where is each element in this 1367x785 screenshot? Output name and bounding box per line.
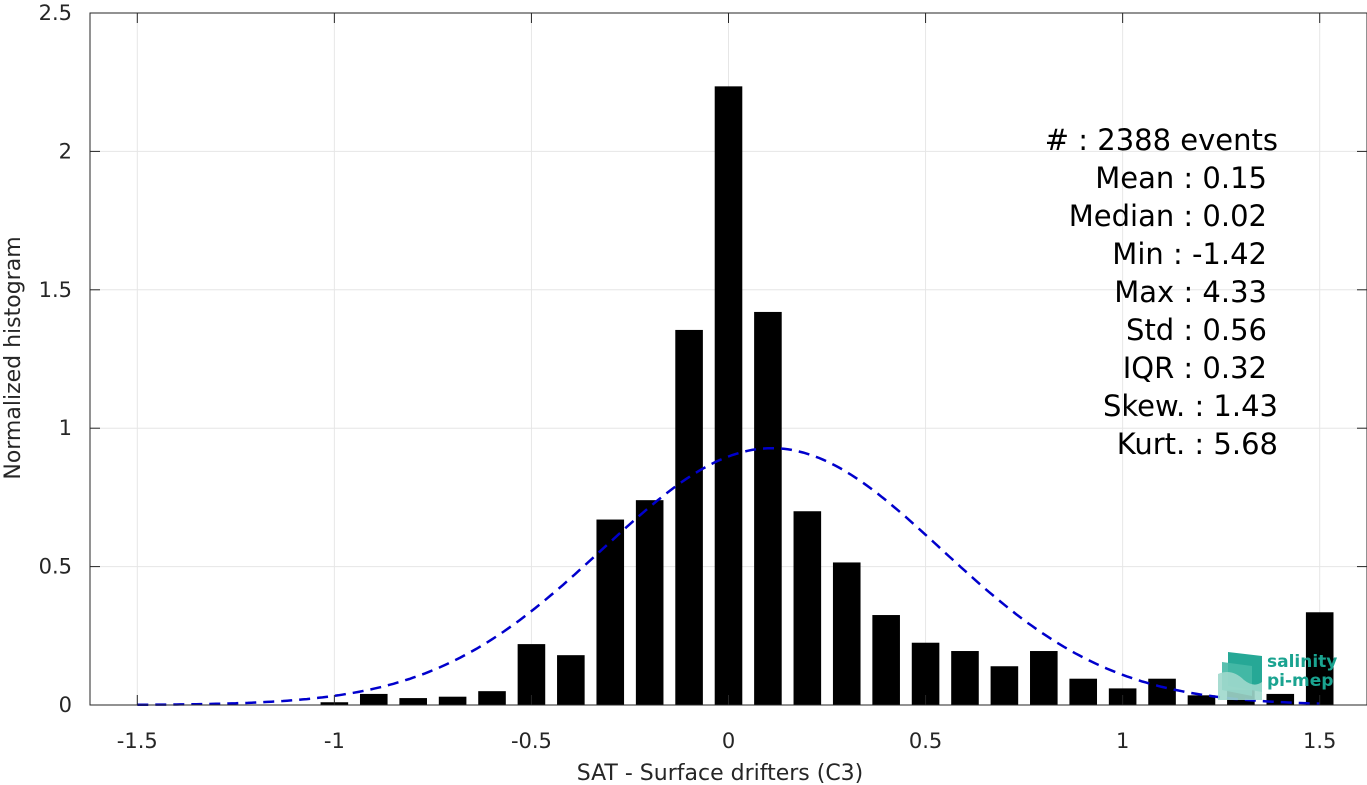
x-tick-label: 0.5 (909, 729, 942, 753)
histogram-bar (951, 651, 979, 705)
y-tick-label: 2.5 (39, 1, 72, 25)
stat-std: Std : 0.56 (1126, 313, 1267, 347)
x-tick-label: 1 (1116, 729, 1129, 753)
histogram-bar (675, 329, 703, 705)
histogram-bar (557, 655, 585, 705)
histogram-bar (1030, 651, 1058, 705)
histogram-bar (478, 691, 506, 705)
stat-kurt: Kurt. : 5.68 (1117, 427, 1278, 461)
histogram-bar (359, 693, 388, 705)
histogram-bar (793, 511, 822, 705)
histogram-bar (438, 696, 467, 705)
stats-box: # : 2388 events Mean : 0.15 Median : 0.0… (1045, 123, 1278, 461)
histogram-bar (1266, 693, 1295, 705)
histogram-bar (635, 500, 664, 705)
histogram-bar (399, 698, 427, 705)
histogram-bar (1187, 695, 1216, 705)
stat-events: # : 2388 events (1045, 123, 1278, 157)
x-tick-label: -1 (324, 729, 345, 753)
stat-median: Median : 0.02 (1069, 199, 1267, 233)
x-tick-label: 1.5 (1303, 729, 1336, 753)
y-tick-label: 0 (59, 693, 72, 717)
logo-mark-icon (1218, 652, 1262, 700)
histogram-bar (1148, 678, 1176, 705)
y-tick-label: 2 (59, 139, 72, 163)
histogram-bar (714, 86, 743, 706)
axis-ticks (90, 12, 1367, 706)
x-axis-label: SAT - Surface drifters (C3) (577, 761, 864, 785)
salinity-pimep-logo: salinity pi-mep (1218, 652, 1337, 700)
y-tick-label: 1.5 (39, 278, 72, 302)
histogram-bar (596, 519, 625, 705)
histogram-bars (320, 86, 1334, 706)
gaussian-fit-curve (137, 446, 1320, 707)
histogram-bar (1069, 678, 1098, 705)
stat-min: Min : -1.42 (1112, 237, 1267, 271)
y-tick-label: 1 (59, 416, 72, 440)
stat-mean: Mean : 0.15 (1095, 161, 1267, 195)
histogram-bar (911, 642, 940, 705)
histogram-bar (990, 666, 1019, 705)
histogram-bar (1305, 612, 1334, 705)
histogram-bar (517, 644, 546, 705)
stat-max: Max : 4.33 (1114, 275, 1267, 309)
y-tick-labels: 0 0.5 1 1.5 2 2.5 (39, 1, 72, 717)
x-tick-label: 0 (722, 729, 735, 753)
histogram-bar (872, 615, 900, 705)
x-tick-label: -1.5 (117, 729, 158, 753)
y-tick-label: 0.5 (39, 555, 72, 579)
logo-line1: salinity (1267, 652, 1337, 672)
logo-line2: pi-mep (1267, 671, 1333, 691)
x-tick-label: -0.5 (511, 729, 552, 753)
histogram-bar (832, 562, 861, 705)
stat-skew: Skew. : 1.43 (1103, 389, 1278, 423)
x-tick-labels: -1.5 -1 -0.5 0 0.5 1 1.5 (117, 729, 1337, 753)
histogram-bar (754, 311, 782, 705)
y-axis-label: Normalized histogram (1, 236, 26, 479)
stat-iqr: IQR : 0.32 (1123, 351, 1267, 385)
